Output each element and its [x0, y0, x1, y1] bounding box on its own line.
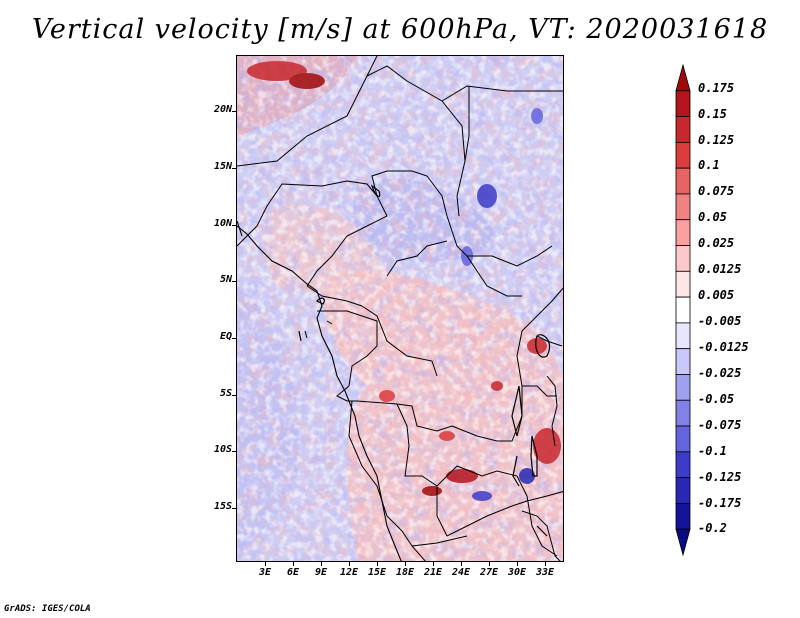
colorbar-swatch: [675, 167, 691, 195]
colorbar-swatch: [675, 63, 691, 92]
lat-label-5n: 5N: [219, 274, 232, 285]
lon-tick: [545, 562, 546, 566]
colorbar-label: 0.025: [698, 236, 735, 250]
colorbar-label: 0.0125: [698, 262, 742, 276]
colorbar-label: 0.15: [698, 107, 727, 121]
lon-label-6e: 6E: [286, 567, 300, 578]
lon-label-30e: 30E: [507, 567, 527, 578]
colorbar-label: 0.075: [698, 184, 735, 198]
colorbar-swatch: [675, 451, 691, 479]
colorbar-label: 0.05: [698, 210, 727, 224]
colorbar-label: 0.1: [698, 158, 720, 172]
colorbar-label: -0.075: [698, 418, 742, 432]
lat-label-15n: 15N: [213, 161, 232, 172]
colorbar-swatch: [675, 245, 691, 272]
lon-label-27e: 27E: [479, 567, 499, 578]
lon-label-18e: 18E: [395, 567, 415, 578]
colorbar-label: 0.125: [698, 133, 735, 147]
lat-label-10n: 10N: [213, 218, 232, 229]
colorbar-label: -0.2: [698, 521, 727, 535]
lon-label-21e: 21E: [423, 567, 443, 578]
colorbar-swatch: [675, 90, 691, 117]
velocity-field: [237, 56, 563, 561]
map-title: Vertical velocity [m/s] at 600hPa, VT: 2…: [31, 14, 769, 45]
lon-label-9e: 9E: [314, 567, 328, 578]
colorbar-swatch: [675, 219, 691, 246]
lon-label-12e: 12E: [339, 567, 359, 578]
colorbar-swatch: [675, 425, 691, 453]
lon-tick: [461, 562, 462, 566]
lon-label-3e: 3E: [258, 567, 272, 578]
colorbar-swatch: [675, 348, 691, 375]
lat-label-15s: 15S: [213, 501, 232, 512]
colorbar-swatch: [675, 141, 691, 169]
colorbar-swatch: [675, 399, 691, 427]
lat-tick: [232, 451, 236, 452]
colorbar-label: -0.175: [698, 496, 742, 510]
lon-tick: [321, 562, 322, 566]
lat-tick: [232, 395, 236, 396]
lat-label-eq: EQ: [219, 331, 232, 342]
lon-label-15e: 15E: [367, 567, 387, 578]
lat-tick: [232, 225, 236, 226]
lat-tick: [232, 281, 236, 282]
colorbar-swatch: [675, 270, 691, 298]
lon-tick: [517, 562, 518, 566]
colorbar-swatch: [675, 503, 691, 530]
colorbar-label: 0.005: [698, 288, 735, 302]
lat-label-10s: 10S: [213, 444, 232, 455]
footer-credit: GrADS: IGES/COLA: [4, 604, 91, 614]
lon-tick: [349, 562, 350, 566]
colorbar-label: 0.175: [698, 81, 735, 95]
lon-tick: [265, 562, 266, 566]
lon-label-33e: 33E: [535, 567, 555, 578]
lat-tick: [232, 168, 236, 169]
colorbar-label: -0.1: [698, 444, 727, 458]
lon-label-24e: 24E: [451, 567, 471, 578]
colorbar-swatch: [675, 322, 691, 350]
colorbar-swatch: [675, 374, 691, 401]
colorbar-swatch: [675, 528, 691, 557]
colorbar-label: -0.005: [698, 314, 742, 328]
lat-label-5s: 5S: [219, 388, 232, 399]
colorbar-label: -0.0125: [698, 340, 749, 354]
map-panel[interactable]: [236, 55, 564, 562]
lat-tick: [232, 508, 236, 509]
lat-tick: [232, 111, 236, 112]
colorbar-swatch: [675, 477, 691, 504]
lon-tick: [489, 562, 490, 566]
colorbar-label: -0.025: [698, 366, 742, 380]
colorbar: [675, 63, 691, 557]
colorbar-label: -0.05: [698, 392, 735, 406]
colorbar-label: -0.125: [698, 470, 742, 484]
lon-tick: [433, 562, 434, 566]
lon-tick: [377, 562, 378, 566]
colorbar-swatch: [675, 116, 691, 143]
lat-label-20n: 20N: [213, 104, 232, 115]
lon-tick: [293, 562, 294, 566]
colorbar-swatch: [675, 296, 691, 324]
lat-tick: [232, 338, 236, 339]
colorbar-swatch: [675, 193, 691, 221]
lon-tick: [405, 562, 406, 566]
